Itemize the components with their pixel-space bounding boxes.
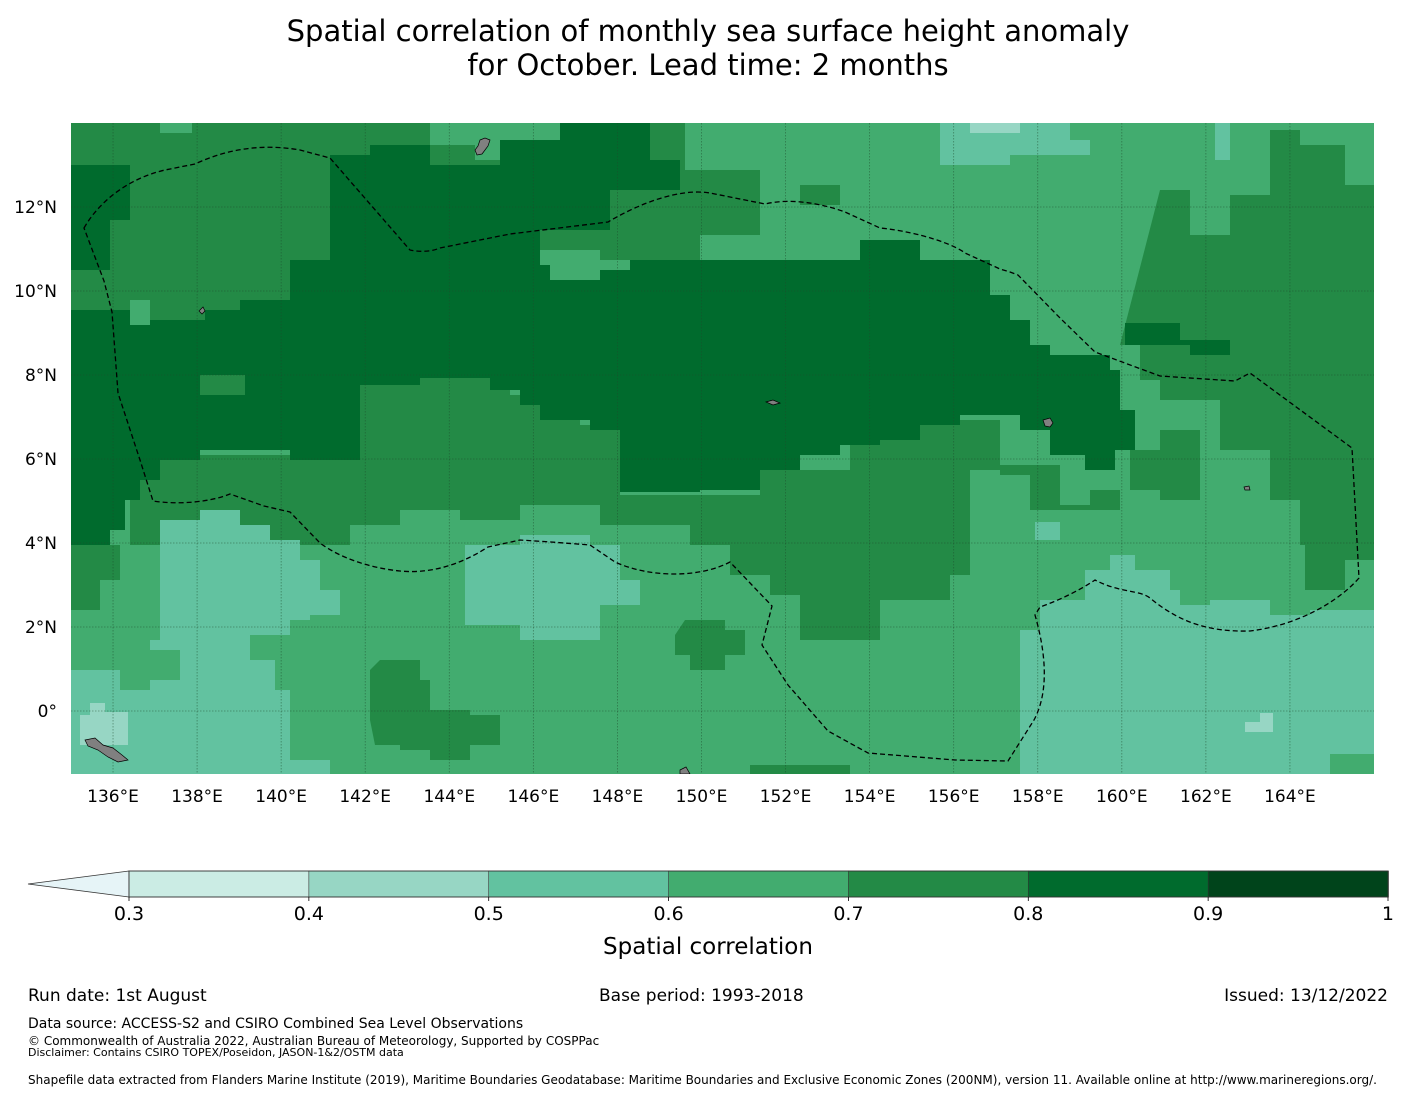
lat-tick-label: 8°N [25, 366, 57, 386]
zone-0.7-south-central [130, 378, 1200, 640]
colorbar-tick-labels: 0.3 0.4 0.5 0.6 0.7 0.8 0.9 1 [114, 897, 1394, 925]
zone-0.8-core [71, 123, 1135, 545]
colorbar-outline [128, 870, 1389, 898]
colorbar-tick-label: 0.7 [833, 903, 863, 925]
island-mariana [474, 137, 491, 156]
lon-tick-label: 140°E [255, 787, 307, 807]
lon-tick-label: 150°E [676, 787, 728, 807]
colorbar-segment [848, 870, 1030, 898]
zone-0.5-blob-4N [1035, 522, 1060, 540]
zone-0.7-blob-2 [675, 620, 745, 670]
zone-0.7-south-edge [750, 765, 850, 774]
data-source: Data source: ACCESS-S2 and CSIRO Combine… [28, 1016, 524, 1032]
zone-0.7-east [1120, 130, 1374, 590]
colorbar-segments [128, 870, 1389, 898]
lon-tick-label: 136°E [87, 787, 139, 807]
islands [84, 137, 1251, 774]
eez-boundaries [83, 146, 1360, 762]
lat-tick-label: 6°N [25, 450, 57, 470]
lat-tick-label: 10°N [14, 282, 57, 302]
colorbar-segment [488, 870, 670, 898]
colorbar-tick-label: 0.5 [474, 903, 504, 925]
zones-0.8-0.9 [71, 123, 1230, 545]
graticule [71, 123, 1374, 774]
run-date: Run date: 1st August [28, 986, 207, 1006]
title-line-2: for October. Lead time: 2 months [467, 48, 949, 82]
zones-0.5-0.6 [71, 123, 1374, 774]
zone-0.5-central [465, 535, 640, 640]
correlation-map [71, 123, 1374, 774]
zone-0.7-small-1 [800, 185, 840, 205]
lat-tick-label: 4°N [25, 534, 57, 554]
lon-tick-label: 142°E [339, 787, 391, 807]
issued-date: Issued: 13/12/2022 [1224, 986, 1388, 1006]
zone-0.4-south-east [1245, 713, 1273, 732]
island-pohnpei [1042, 417, 1054, 428]
zone-0.5-north [940, 123, 1090, 165]
colorbar-title: Spatial correlation [603, 934, 813, 960]
colorbar-tick-label: 0.9 [1193, 903, 1223, 925]
lon-tick-label: 152°E [760, 787, 812, 807]
map-title: Spatial correlation of monthly sea surfa… [0, 14, 1416, 82]
colorbar: 0.3 0.4 0.5 0.6 0.7 0.8 0.9 1 Spatial correlati… [27, 870, 1394, 960]
zone-0.8-north-west [71, 165, 130, 270]
lon-tick-label: 162°E [1180, 787, 1232, 807]
island-chuuk [764, 399, 782, 406]
colorbar-tick-label: 0.6 [653, 903, 683, 925]
lon-tick-label: 154°E [844, 787, 896, 807]
zone-0.7-patch-8N [200, 375, 245, 395]
zone-0.7-blob-1 [370, 660, 500, 760]
title-line-1: Spatial correlation of monthly sea surfa… [286, 14, 1130, 48]
colorbar-tick-label: 0.3 [114, 903, 144, 925]
zones-0.7-0.8 [71, 123, 1374, 774]
colorbar-segment [1207, 870, 1389, 898]
lon-tick-label: 144°E [423, 787, 475, 807]
colorbar-segment [668, 870, 850, 898]
lat-tick-label: 2°N [25, 618, 57, 638]
zone-0.5-south-west [71, 660, 330, 774]
lon-tick-label: 146°E [508, 787, 560, 807]
island-solomon [84, 737, 129, 763]
island-bougainville [679, 766, 691, 774]
zone-0.5-north-east [1215, 123, 1230, 160]
colorbar-segment [308, 870, 490, 898]
lon-tick-label: 148°E [592, 787, 644, 807]
copyright: © Commonwealth of Australia 2022, Austra… [28, 1034, 600, 1048]
lon-tick-label: 156°E [928, 787, 980, 807]
zone-0.4-south-west [80, 703, 128, 745]
colorbar-extend-min [27, 870, 130, 898]
zone-0.7-west-lower [71, 545, 120, 610]
base-period: Base period: 1993-2018 [599, 986, 804, 1006]
longitude-tick-labels: 136°E 138°E 140°E 142°E 144°E 146°E 148°E 150°E… [87, 787, 1316, 807]
shapefile-credit: Shapefile data extracted from Flanders M… [28, 1073, 1377, 1087]
zone-0.8-east-strip [1125, 323, 1230, 355]
island-yap [198, 306, 206, 315]
lon-tick-label: 164°E [1264, 787, 1316, 807]
colorbar-segment [1027, 870, 1209, 898]
zones-0.4-0.5 [80, 123, 1273, 745]
colorbar-tick-label: 0.4 [294, 903, 324, 925]
lon-tick-label: 160°E [1096, 787, 1148, 807]
latitude-tick-labels: 12°N 10°N 8°N 6°N 4°N 2°N 0° [14, 198, 57, 722]
colorbar-segment [128, 870, 310, 898]
colorbar-tick-label: 0.8 [1013, 903, 1043, 925]
zone-0.5-south-east [1020, 555, 1374, 774]
lat-tick-label: 0° [38, 702, 57, 722]
eez-boundary-fsm [83, 146, 1360, 762]
colorbar-tick-label: 1 [1382, 903, 1394, 925]
lat-tick-label: 12°N [14, 198, 57, 218]
zone-0.5-west-mid [150, 510, 340, 665]
disclaimer: Disclaimer: Contains CSIRO TOPEX/Poseido… [28, 1046, 404, 1059]
island-kosrae [1243, 485, 1251, 491]
zone-0.4-north [970, 123, 1020, 133]
lon-tick-label: 158°E [1012, 787, 1064, 807]
lon-tick-label: 138°E [171, 787, 223, 807]
